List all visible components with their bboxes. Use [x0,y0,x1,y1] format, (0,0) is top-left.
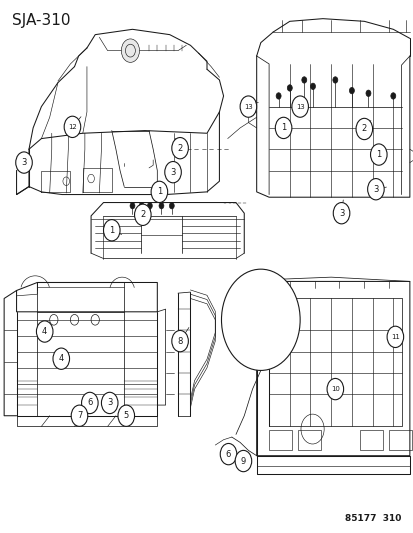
Text: 6: 6 [87,399,92,407]
Text: 2: 2 [140,211,145,219]
Text: 1: 1 [109,226,114,235]
Text: 6: 6 [225,450,230,458]
Circle shape [291,96,308,117]
Text: 1: 1 [157,188,161,196]
Circle shape [326,378,343,400]
Circle shape [386,326,403,348]
Text: 11: 11 [390,334,399,340]
Circle shape [64,116,81,138]
Circle shape [53,348,69,369]
Circle shape [332,77,337,83]
Circle shape [287,85,292,91]
Circle shape [103,220,120,241]
Circle shape [118,405,134,426]
Circle shape [81,392,98,414]
Text: 1: 1 [280,124,285,132]
Circle shape [16,152,32,173]
Circle shape [301,77,306,83]
Text: 3: 3 [170,168,175,176]
Circle shape [101,392,118,414]
Circle shape [147,203,152,209]
Circle shape [171,138,188,159]
Text: 5: 5 [123,411,128,420]
Text: 13: 13 [295,103,304,110]
Text: 2: 2 [177,144,182,152]
Circle shape [310,83,315,90]
Circle shape [36,321,53,342]
Text: 12: 12 [68,124,77,130]
Text: 3: 3 [373,185,377,193]
Circle shape [240,96,256,117]
Text: 3: 3 [107,399,112,407]
Circle shape [349,87,354,94]
Circle shape [355,118,372,140]
Circle shape [275,117,291,139]
Text: SJA-310: SJA-310 [12,13,71,28]
Text: 3: 3 [21,158,26,167]
Circle shape [121,39,139,62]
Text: 1: 1 [375,150,380,159]
Text: 3: 3 [338,209,343,217]
Text: 13: 13 [243,103,252,110]
Text: 2: 2 [361,125,366,133]
Text: 4: 4 [42,327,47,336]
Circle shape [220,443,236,465]
Circle shape [171,330,188,352]
Circle shape [139,203,144,209]
Circle shape [151,181,167,203]
Circle shape [71,405,88,426]
Text: 10: 10 [330,386,339,392]
Circle shape [221,269,299,370]
Text: 8: 8 [177,337,182,345]
Circle shape [235,450,251,472]
Text: 4: 4 [59,354,64,363]
Circle shape [370,144,386,165]
Text: 9: 9 [240,457,245,465]
Circle shape [159,203,164,209]
Circle shape [390,93,395,99]
Circle shape [169,203,174,209]
Text: 7: 7 [77,411,82,420]
Circle shape [130,203,135,209]
Text: 85177  310: 85177 310 [344,514,401,523]
Circle shape [332,203,349,224]
Circle shape [365,90,370,96]
Circle shape [275,93,280,99]
Circle shape [367,179,383,200]
Circle shape [164,161,181,183]
Circle shape [134,204,151,225]
